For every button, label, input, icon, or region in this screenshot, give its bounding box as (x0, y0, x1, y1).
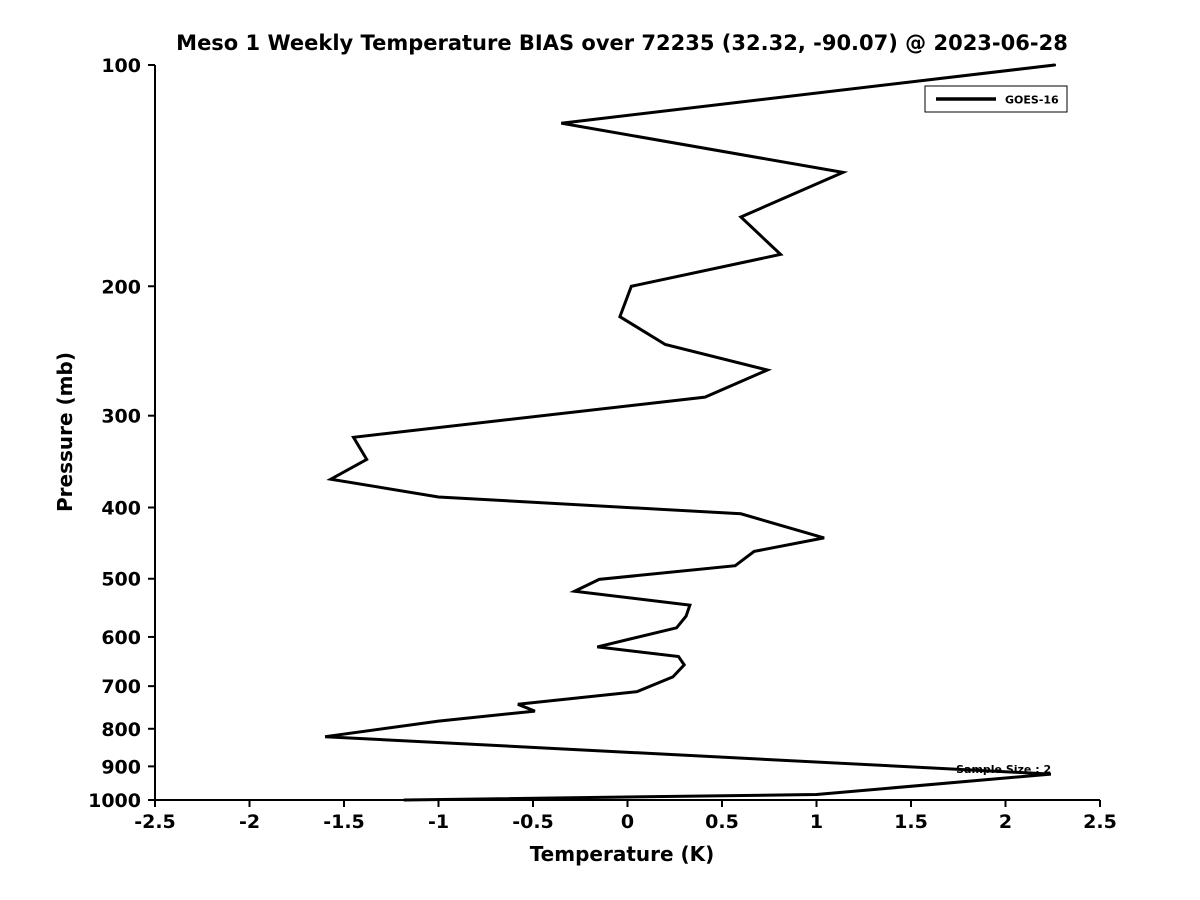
x-tick-label: 2.5 (1083, 811, 1117, 833)
x-tick-label: -0.5 (512, 811, 554, 833)
y-tick-label: 900 (101, 756, 141, 778)
x-tick-label: 0 (621, 811, 634, 833)
y-tick-label: 1000 (88, 790, 141, 812)
x-tick-label: 1 (810, 811, 823, 833)
y-tick-label: 200 (101, 276, 141, 298)
x-tick-label: -2.5 (134, 811, 176, 833)
y-tick-label: 400 (101, 498, 141, 520)
x-tick-label: 1.5 (894, 811, 928, 833)
x-tick-label: 2 (999, 811, 1012, 833)
y-tick-label: 100 (101, 55, 141, 77)
x-tick-label: -2 (239, 811, 260, 833)
y-tick-label: 600 (101, 627, 141, 649)
chart-title: Meso 1 Weekly Temperature BIAS over 7223… (176, 31, 1068, 55)
x-axis-ticks: -2.5 -2 -1.5 -1 -0.5 0 0.5 1 1.5 2 2.5 (134, 800, 1117, 833)
y-tick-label: 700 (101, 676, 141, 698)
data-curve (324, 63, 1057, 802)
x-tick-label: -1 (428, 811, 449, 833)
y-axis-ticks: 100 200 300 400 500 600 700 800 900 1000 (88, 55, 155, 812)
y-tick-label: 300 (101, 406, 141, 428)
legend: GOES-16 (924, 85, 1068, 113)
legend-entry-label: GOES-16 (1005, 94, 1059, 107)
axes (154, 65, 1100, 801)
x-tick-label: 0.5 (705, 811, 739, 833)
y-tick-label: 500 (101, 569, 141, 591)
axis-spines (154, 65, 1100, 801)
y-tick-label: 800 (101, 719, 141, 741)
y-axis-label: Pressure (mb) (53, 352, 77, 512)
series-goes-16-line (324, 63, 1057, 802)
x-axis-label: Temperature (K) (530, 842, 715, 866)
x-tick-label: -1.5 (323, 811, 365, 833)
